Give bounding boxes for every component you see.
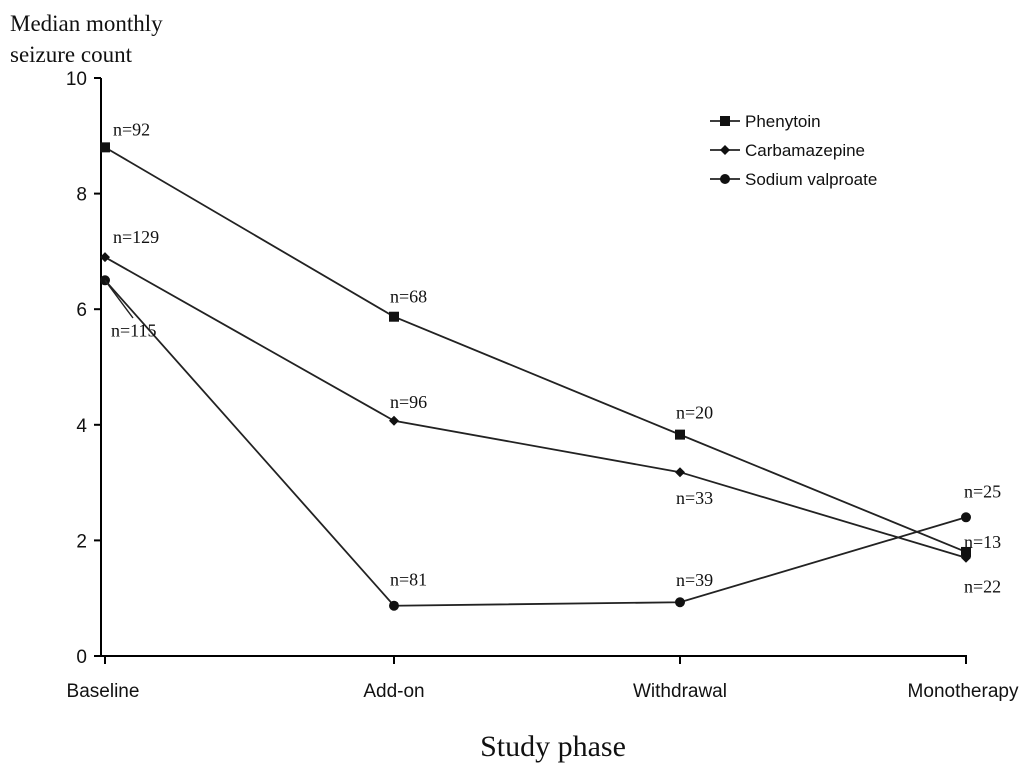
point-label: n=68: [390, 287, 427, 307]
x-tick-label: Monotherapy: [908, 681, 1019, 702]
point-label: n=22: [964, 577, 1001, 597]
y-tick-label: 2: [76, 531, 87, 552]
series-sodium-valproate: [100, 275, 971, 611]
series-line: [104, 256, 967, 559]
data-point-marker: [675, 429, 685, 440]
legend: Phenytoin Carbamazepine Sodium valproate: [710, 112, 877, 189]
x-ticks: Baseline Add-on Withdrawal Monotherapy: [67, 656, 1019, 702]
data-point-marker: [675, 597, 685, 608]
data-point-marker: [389, 415, 399, 426]
series-phenytoin: [100, 142, 971, 557]
legend-marker: [720, 145, 730, 155]
point-label: n=33: [676, 488, 713, 508]
series-carbamazepine: [100, 252, 971, 563]
point-label: n=20: [676, 403, 713, 423]
x-axis-title: Study phase: [480, 730, 626, 763]
legend-marker: [720, 116, 730, 126]
point-label: n=115: [111, 320, 156, 340]
legend-item: Sodium valproate: [710, 170, 877, 189]
y-axis-title-line1: Median monthly: [10, 11, 163, 36]
legend-marker: [720, 174, 730, 184]
legend-label: Carbamazepine: [745, 141, 865, 160]
data-point-marker: [389, 311, 399, 322]
y-tick-label: 8: [76, 185, 87, 206]
point-label: n=13: [964, 532, 1001, 552]
point-label: n=96: [390, 392, 427, 412]
legend-label: Sodium valproate: [745, 170, 877, 189]
data-point-marker: [100, 252, 110, 263]
x-tick-label: Add-on: [363, 681, 424, 702]
point-labels: n=92 n=68 n=20 n=13 n=129 n=96 n=33 n=22 n=115 n=…: [104, 119, 1001, 597]
y-tick-label: 10: [66, 69, 87, 90]
valproate-baseline-leader-line: [104, 279, 134, 319]
y-ticks: 0 2 4 6 8 10: [66, 69, 101, 668]
legend-item: Phenytoin: [710, 112, 821, 131]
series-line: [104, 279, 967, 607]
point-label: n=81: [390, 570, 427, 590]
y-tick-label: 6: [76, 300, 87, 321]
data-point-marker: [100, 142, 110, 153]
point-label: n=129: [113, 227, 159, 247]
x-tick-label: Withdrawal: [633, 681, 727, 702]
y-axis-title-line2: seizure count: [10, 42, 133, 67]
x-tick-label: Baseline: [67, 681, 140, 702]
data-point-marker: [675, 467, 685, 478]
series-line: [104, 146, 967, 553]
series-layer: [100, 142, 971, 611]
legend-item: Carbamazepine: [710, 141, 865, 160]
data-point-marker: [961, 552, 971, 563]
y-tick-label: 0: [76, 647, 87, 668]
point-label: n=92: [113, 119, 150, 139]
point-label: n=25: [964, 481, 1001, 501]
data-point-marker: [389, 600, 399, 611]
data-point-marker: [961, 546, 971, 557]
data-point-marker: [961, 512, 971, 523]
legend-label: Phenytoin: [745, 112, 821, 131]
point-label: n=39: [676, 570, 713, 590]
y-tick-label: 4: [76, 416, 87, 437]
